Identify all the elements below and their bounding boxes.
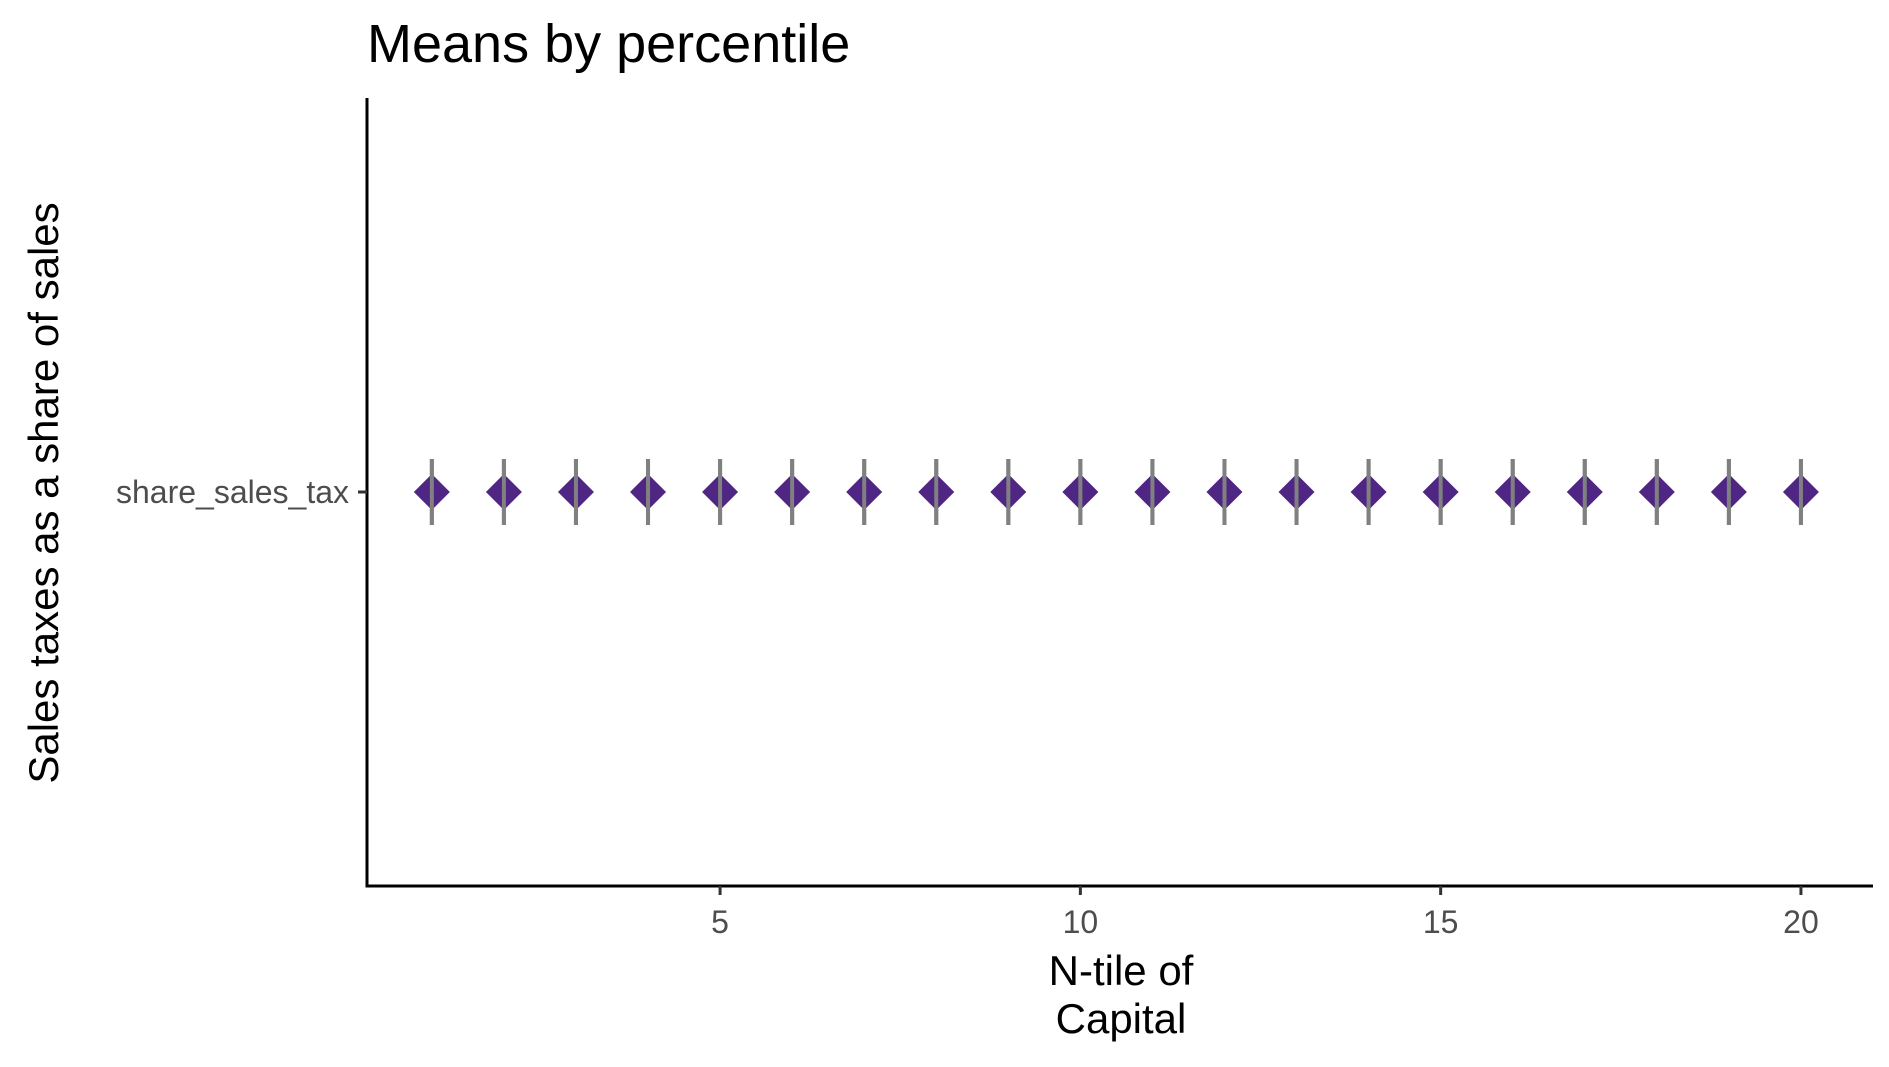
x-tick-label: 15 (1423, 904, 1459, 940)
x-axis-title-line-1: N-tile of (1049, 947, 1194, 994)
y-axis-title: Sales taxes as a share of sales (20, 202, 67, 783)
data-points (413, 459, 1819, 525)
y-axis-ticks: share_sales_tax (116, 474, 367, 510)
x-tick-label: 5 (711, 904, 729, 940)
chart-title: Means by percentile (367, 14, 850, 74)
x-axis-title-line-2: Capital (1056, 995, 1187, 1042)
x-tick-label: 20 (1783, 904, 1819, 940)
x-axis-ticks: 5 10 15 20 (711, 886, 1819, 940)
x-tick-label: 10 (1063, 904, 1099, 940)
y-tick-label: share_sales_tax (116, 474, 349, 510)
